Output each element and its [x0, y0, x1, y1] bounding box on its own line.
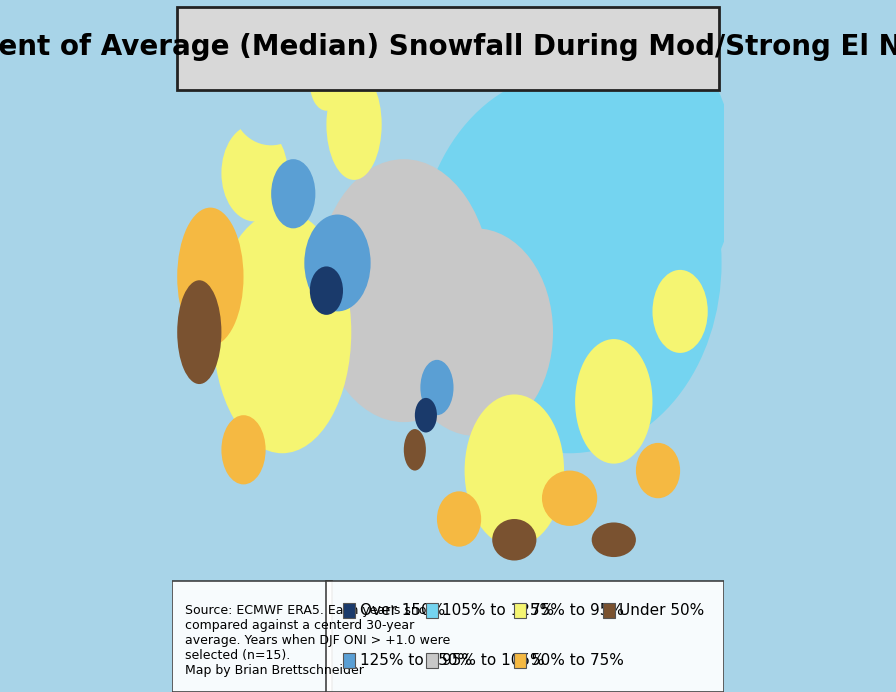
Ellipse shape	[213, 211, 351, 453]
FancyBboxPatch shape	[343, 653, 355, 668]
Ellipse shape	[221, 125, 288, 221]
Ellipse shape	[437, 491, 481, 547]
Ellipse shape	[420, 360, 453, 415]
Ellipse shape	[581, 42, 736, 304]
Text: 95% to 105%: 95% to 105%	[443, 653, 545, 668]
FancyBboxPatch shape	[603, 603, 615, 618]
Ellipse shape	[575, 339, 652, 464]
Text: Percent of Average (Median) Snowfall During Mod/Strong El Ninos: Percent of Average (Median) Snowfall Dur…	[0, 33, 896, 61]
Ellipse shape	[398, 228, 553, 436]
Ellipse shape	[177, 208, 244, 346]
Ellipse shape	[305, 215, 371, 311]
Ellipse shape	[652, 270, 708, 353]
Ellipse shape	[415, 398, 437, 432]
Ellipse shape	[326, 69, 382, 180]
FancyBboxPatch shape	[426, 603, 438, 618]
Text: 105% to 125%: 105% to 125%	[443, 603, 555, 618]
FancyBboxPatch shape	[326, 581, 724, 692]
Text: Under 50%: Under 50%	[619, 603, 704, 618]
Ellipse shape	[315, 159, 492, 422]
Text: Source: ECMWF ERA5. Each year's snow
compared against a centerd 30-year
average.: Source: ECMWF ERA5. Each year's snow com…	[185, 603, 451, 677]
Text: Over 150%: Over 150%	[359, 603, 444, 618]
Ellipse shape	[404, 429, 426, 471]
Ellipse shape	[492, 519, 537, 561]
Text: 125% to 150%: 125% to 150%	[359, 653, 471, 668]
FancyBboxPatch shape	[514, 653, 527, 668]
Ellipse shape	[591, 522, 636, 557]
Text: 50% to 75%: 50% to 75%	[531, 653, 624, 668]
Ellipse shape	[232, 62, 310, 145]
Ellipse shape	[221, 415, 265, 484]
Ellipse shape	[172, 97, 216, 152]
Ellipse shape	[310, 55, 343, 111]
Ellipse shape	[418, 73, 721, 453]
Ellipse shape	[177, 280, 221, 384]
Ellipse shape	[305, 477, 404, 519]
Ellipse shape	[542, 471, 598, 526]
FancyBboxPatch shape	[172, 581, 332, 692]
FancyBboxPatch shape	[177, 7, 719, 90]
FancyBboxPatch shape	[514, 603, 527, 618]
Text: 75% to 95%: 75% to 95%	[531, 603, 624, 618]
Ellipse shape	[465, 394, 564, 547]
Ellipse shape	[636, 443, 680, 498]
FancyBboxPatch shape	[426, 653, 438, 668]
Ellipse shape	[271, 159, 315, 228]
FancyBboxPatch shape	[343, 603, 355, 618]
Ellipse shape	[310, 266, 343, 315]
